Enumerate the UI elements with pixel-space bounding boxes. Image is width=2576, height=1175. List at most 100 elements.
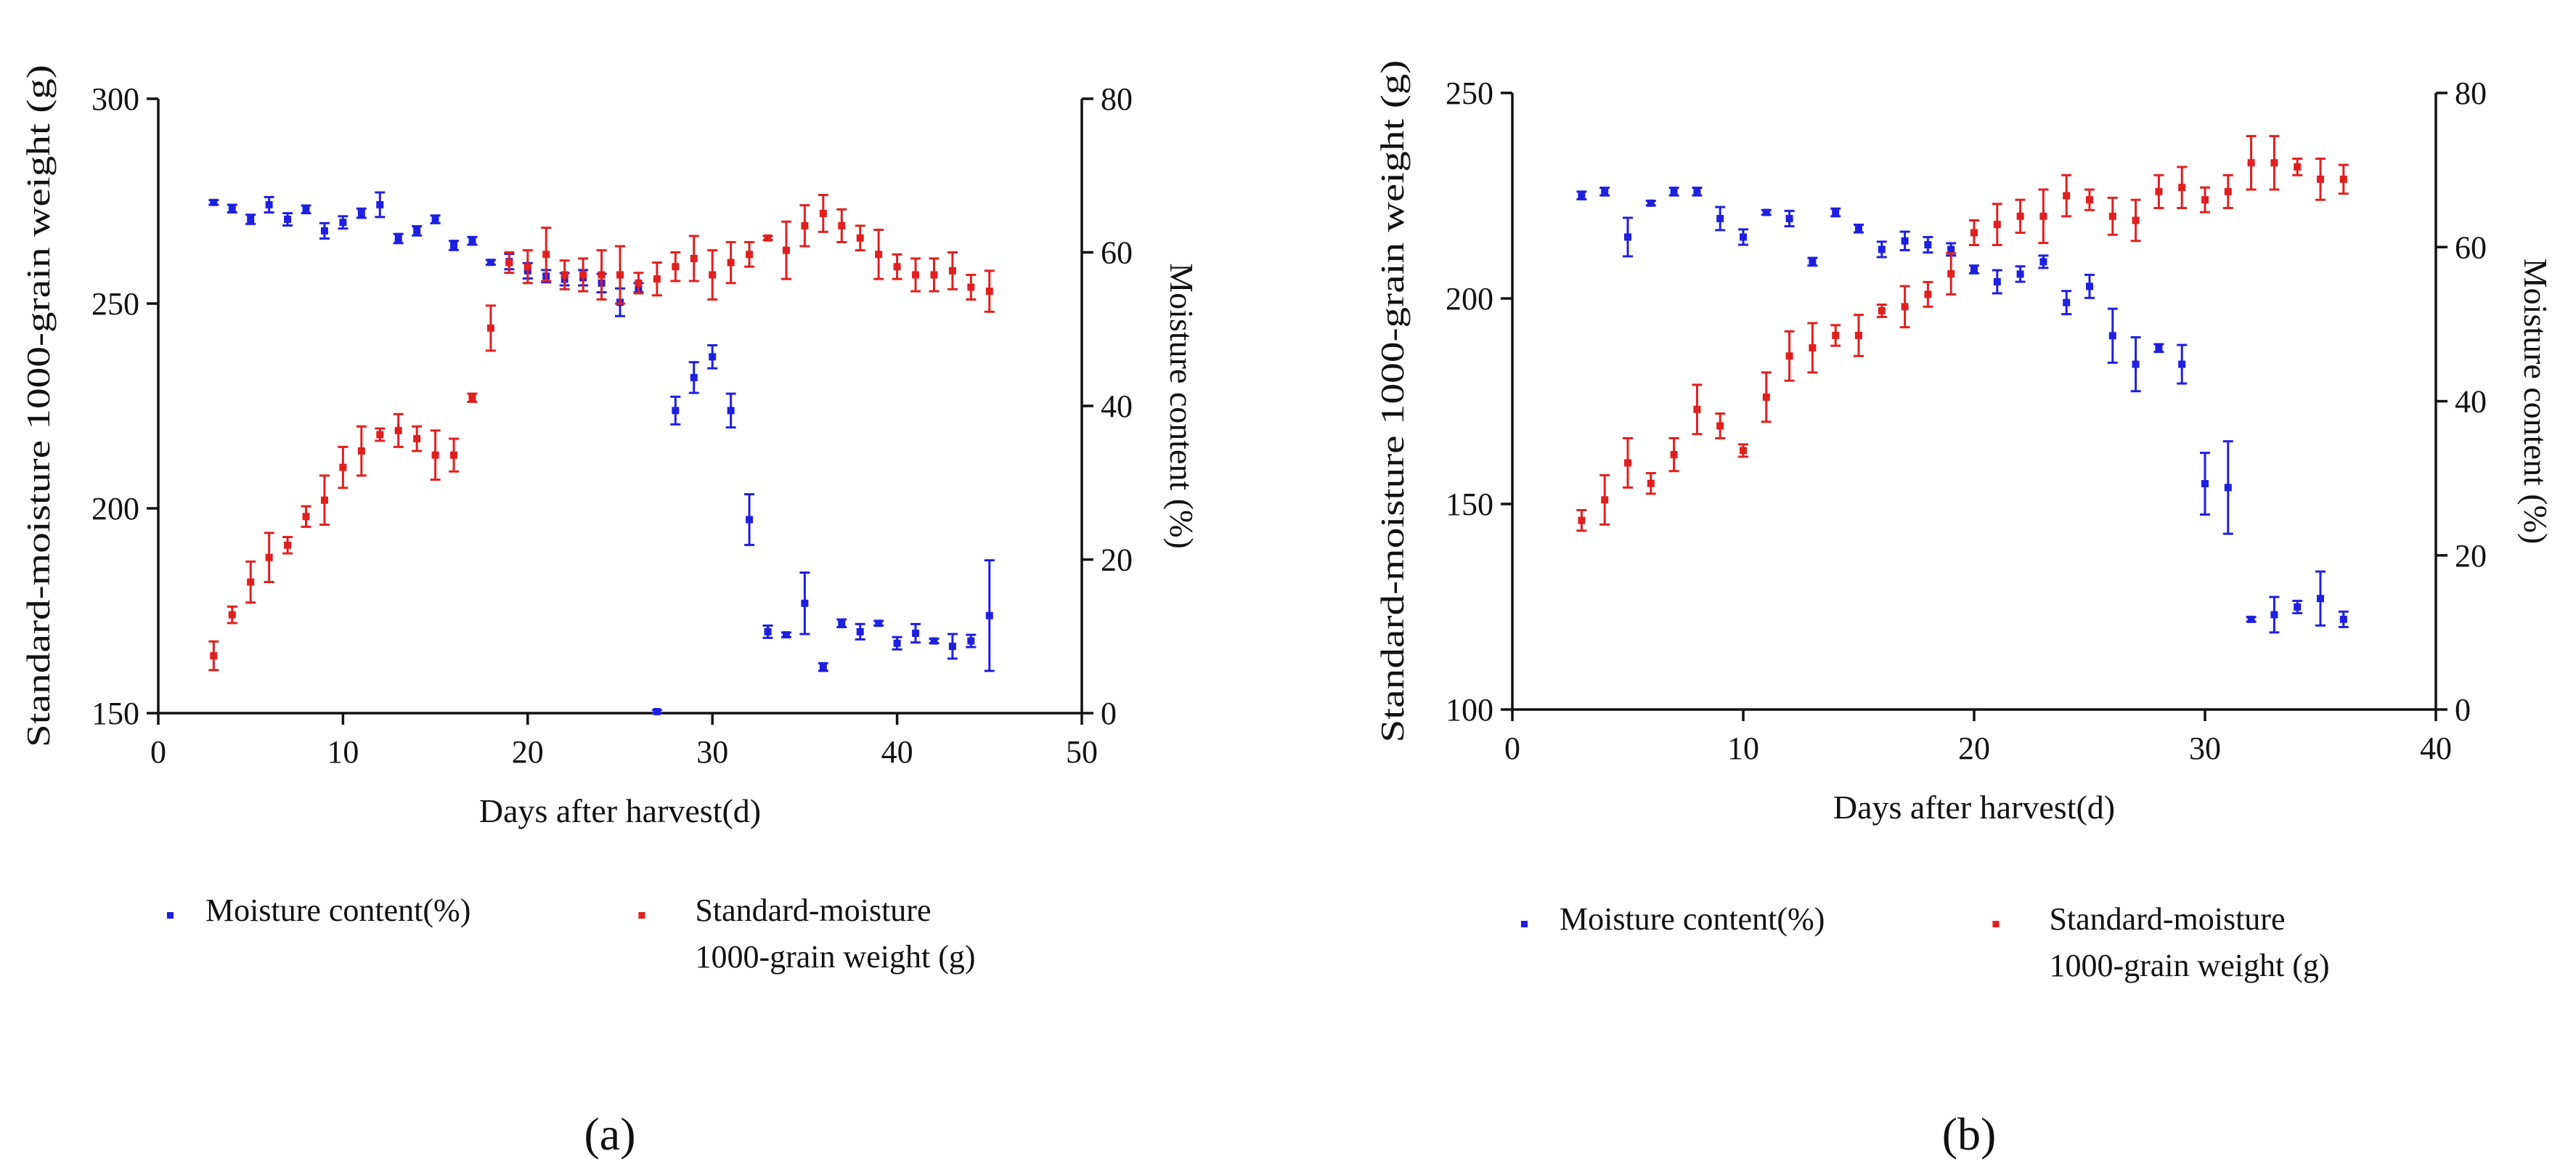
data-point <box>1855 331 1862 339</box>
data-point <box>339 219 347 227</box>
x-tick-label: 50 <box>1066 734 1098 770</box>
data-point <box>2178 360 2186 368</box>
right-y-tick-label: 0 <box>2455 692 2471 728</box>
data-point <box>1947 245 1955 253</box>
x-tick-label: 40 <box>2420 731 2452 766</box>
data-point <box>1924 241 1932 249</box>
data-point <box>1578 192 1586 200</box>
data-point <box>2016 270 2024 278</box>
series-weight <box>1576 134 2349 532</box>
right-y-tick-label: 40 <box>2455 384 2487 420</box>
data-point <box>210 198 218 206</box>
data-point <box>320 496 328 504</box>
data-point <box>394 235 402 243</box>
data-point <box>1740 233 1747 241</box>
data-point <box>2086 282 2093 290</box>
data-point <box>579 271 587 279</box>
data-point <box>2294 603 2302 611</box>
data-point <box>746 251 754 259</box>
data-point <box>376 431 384 439</box>
data-point <box>450 451 458 459</box>
data-point <box>210 652 218 660</box>
data-point <box>782 631 790 639</box>
data-point <box>357 447 365 455</box>
data-point <box>727 407 735 415</box>
data-point <box>930 271 938 279</box>
legend: Moisture content(%) Standard-moisture 1000… <box>1521 901 2330 983</box>
data-point <box>709 353 717 361</box>
left-y-axis-label: Standard-moisture 1000-grain weight (g) <box>1374 60 1411 743</box>
right-y-axis-label: Moisture content (%) <box>1163 263 1200 548</box>
data-point <box>672 407 680 415</box>
left-y-tick-label: 100 <box>1446 692 1493 728</box>
legend-marker-moisture <box>1521 921 1528 927</box>
right-y-tick-label: 20 <box>2455 538 2487 574</box>
data-point <box>653 275 661 283</box>
data-point <box>1809 343 1817 351</box>
x-tick-label: 10 <box>327 734 359 770</box>
data-point <box>450 241 458 249</box>
panel-label: (a) <box>584 1108 635 1160</box>
left-y-tick-label: 250 <box>91 286 139 322</box>
data-point <box>542 251 550 259</box>
data-point <box>893 639 901 647</box>
data-point <box>2039 212 2047 220</box>
legend-marker-weight <box>638 912 645 919</box>
left-y-tick-label: 150 <box>1446 487 1493 522</box>
data-point <box>1947 270 1955 278</box>
data-point <box>653 707 661 715</box>
data-point <box>247 216 255 224</box>
data-point <box>2178 184 2186 192</box>
data-point <box>1693 405 1701 413</box>
data-point <box>635 279 643 287</box>
data-point <box>2039 258 2047 266</box>
legend-label-weight-line1: Standard-moisture <box>695 893 931 928</box>
data-point <box>2270 611 2278 619</box>
data-point <box>1716 422 1724 430</box>
data-point <box>2339 175 2347 183</box>
data-point <box>320 227 328 235</box>
left-y-tick-label: 200 <box>1446 281 1493 317</box>
data-point <box>2201 480 2209 488</box>
data-point <box>2132 360 2140 368</box>
data-point <box>985 288 993 296</box>
data-point <box>1878 306 1886 314</box>
data-point <box>764 627 772 635</box>
data-point <box>468 237 476 245</box>
data-point <box>819 663 827 671</box>
left-y-tick-label: 200 <box>91 491 139 526</box>
data-point <box>561 271 568 279</box>
data-point <box>1785 352 1793 360</box>
data-point <box>709 271 717 279</box>
data-point <box>394 426 402 434</box>
data-point <box>302 206 310 214</box>
data-point <box>265 553 273 561</box>
data-point <box>2155 344 2163 352</box>
data-point <box>2086 196 2093 204</box>
data-point <box>2339 615 2347 623</box>
right-y-tick-label: 80 <box>2455 76 2487 111</box>
data-point <box>2247 159 2255 167</box>
data-point <box>672 263 680 271</box>
data-point <box>376 200 384 208</box>
legend-label-weight-line2: 1000-grain weight (g) <box>695 939 975 975</box>
data-point <box>764 234 772 242</box>
x-axis-label: Days after harvest(d) <box>1833 789 2115 826</box>
data-point <box>1832 208 1840 216</box>
data-point <box>782 246 790 254</box>
data-point <box>1924 290 1932 298</box>
data-point <box>2108 332 2116 340</box>
data-point <box>2247 615 2255 623</box>
data-point <box>1901 303 1909 311</box>
data-point <box>1601 187 1609 195</box>
data-point <box>1624 233 1631 241</box>
data-point <box>2224 187 2232 195</box>
data-point <box>2224 484 2232 492</box>
data-point <box>2063 192 2071 200</box>
data-point <box>413 227 421 235</box>
data-point <box>801 599 809 607</box>
data-point <box>302 513 310 521</box>
data-point <box>1970 229 1978 237</box>
x-tick-label: 0 <box>1504 731 1520 766</box>
